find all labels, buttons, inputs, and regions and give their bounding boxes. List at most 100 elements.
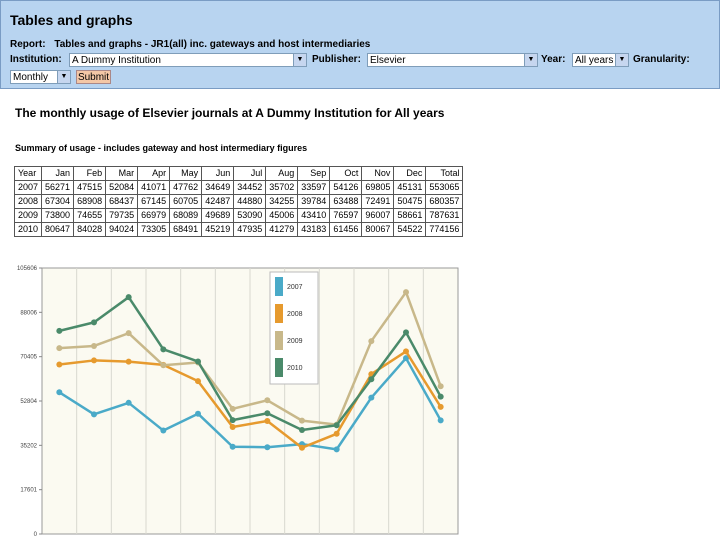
table-cell: 66979 <box>137 208 171 223</box>
data-point <box>195 378 201 385</box>
legend-swatch <box>275 358 283 377</box>
granularity-select[interactable]: Monthly ▼ <box>10 70 71 84</box>
y-tick-label: 52804 <box>20 399 37 405</box>
year-select[interactable]: All years ▼ <box>572 53 629 67</box>
table-cell: 54126 <box>329 180 363 195</box>
data-point <box>333 446 340 453</box>
data-point <box>403 355 409 362</box>
table-header-cell: Mar <box>105 166 139 181</box>
table-cell: 84028 <box>73 222 107 237</box>
table-row: 2009 73800 74655 79735 66979 68089 49689 53090 4… <box>13 208 464 223</box>
table-cell: 47515 <box>73 180 107 195</box>
y-tick-label: 88006 <box>20 310 37 316</box>
table-cell: 94024 <box>105 222 139 237</box>
table-cell: 63488 <box>329 194 363 209</box>
table-cell: 68089 <box>169 208 203 223</box>
table-row: 2007 56271 47515 52084 41071 47762 34649 34452 3… <box>13 180 464 195</box>
table-cell: 69805 <box>361 180 395 195</box>
series-line-2007 <box>58 356 442 451</box>
table-header-cell: Oct <box>329 166 363 181</box>
data-point <box>368 376 375 383</box>
data-point <box>333 430 340 437</box>
data-point <box>125 399 132 406</box>
legend-label: 2007 <box>287 284 303 291</box>
data-point <box>195 358 201 365</box>
legend-label: 2009 <box>287 338 303 345</box>
chevron-down-icon: ▼ <box>615 54 628 66</box>
data-point <box>229 443 236 450</box>
table-header-cell: May <box>169 166 203 181</box>
table-cell: 73800 <box>41 208 75 223</box>
data-point <box>437 393 444 400</box>
table-cell: 41071 <box>137 180 171 195</box>
table-cell: 79735 <box>105 208 139 223</box>
table-header-cell: Jun <box>201 166 235 181</box>
data-point <box>56 345 63 352</box>
chevron-down-icon: ▼ <box>524 54 537 66</box>
table-cell: 68491 <box>169 222 203 237</box>
report-row: Report: Tables and graphs - JR1(all) inc… <box>10 39 370 50</box>
page-title: The monthly usage of Elsevier journals a… <box>15 106 445 120</box>
table-cell: 53090 <box>233 208 267 223</box>
data-point <box>368 394 375 401</box>
table-cell: 39784 <box>297 194 331 209</box>
table-cell: 35702 <box>265 180 299 195</box>
data-point <box>299 444 305 451</box>
usage-table: Year Jan Feb Mar Apr May Jun Jul Aug Sep Oct Nov Dec… <box>13 166 464 237</box>
data-point <box>160 362 167 369</box>
table-cell: 34649 <box>201 180 235 195</box>
table-cell: 45006 <box>265 208 299 223</box>
granularity-label: Granularity: <box>633 54 690 65</box>
chart-canvas: 0 17601 35202 52804 70405 88006 105606 2007 2008… <box>17 266 459 538</box>
publisher-label: Publisher: <box>312 54 361 65</box>
table-cell: 61456 <box>329 222 363 237</box>
table-row: 2008 67304 68908 68437 67145 60705 42487 44880 3… <box>13 194 464 209</box>
institution-select[interactable]: A Dummy Institution ▼ <box>69 53 307 67</box>
table-cell: 34452 <box>233 180 267 195</box>
data-point <box>264 397 271 404</box>
data-point <box>91 357 97 364</box>
data-point <box>403 348 409 355</box>
table-header-cell: Dec <box>393 166 427 181</box>
table-header-cell: Total <box>425 166 464 181</box>
data-point <box>229 405 236 412</box>
chevron-down-icon: ▼ <box>293 54 306 66</box>
data-point <box>264 410 271 417</box>
data-point <box>125 294 132 301</box>
series-line-2009 <box>59 290 442 426</box>
data-point <box>91 342 97 349</box>
table-cell: 58661 <box>393 208 427 223</box>
data-point <box>160 427 167 434</box>
table-cell: 68908 <box>73 194 107 209</box>
data-point <box>437 403 444 410</box>
table-cell: 49689 <box>201 208 235 223</box>
table-cell: 45131 <box>393 180 427 195</box>
institution-label: Institution: <box>10 54 62 65</box>
table-cell: 56271 <box>41 180 75 195</box>
data-point <box>264 417 271 424</box>
report-value: Tables and graphs - JR1(all) inc. gatewa… <box>54 39 371 50</box>
data-point <box>403 329 409 336</box>
table-cell: 74655 <box>73 208 107 223</box>
table-header-cell: Sep <box>297 166 331 181</box>
data-point <box>437 383 444 390</box>
table-cell: 2010 <box>13 222 43 237</box>
y-tick-label: 17601 <box>20 488 37 494</box>
table-header-row: Year Jan Feb Mar Apr May Jun Jul Aug Sep Oct Nov Dec… <box>13 166 464 181</box>
publisher-select[interactable]: Elsevier ▼ <box>367 53 538 67</box>
table-cell: 774156 <box>425 222 464 237</box>
usage-chart: 0 17601 35202 52804 70405 88006 105606 2007 2008… <box>0 262 470 540</box>
data-point <box>299 427 305 434</box>
table-cell: 67304 <box>41 194 75 209</box>
table-cell: 41279 <box>265 222 299 237</box>
toolbar-title: Tables and graphs <box>10 12 133 28</box>
data-point <box>403 289 409 296</box>
granularity-value: Monthly <box>13 72 49 83</box>
y-tick-label: 0 <box>34 532 38 538</box>
table-cell: 553065 <box>425 180 464 195</box>
table-cell: 2008 <box>13 194 43 209</box>
table-row: 2010 80647 84028 94024 73305 68491 45219 47935 4… <box>13 222 464 237</box>
submit-button[interactable]: Submit <box>76 70 111 84</box>
report-label: Report: <box>10 39 46 50</box>
legend-swatch <box>275 304 283 323</box>
